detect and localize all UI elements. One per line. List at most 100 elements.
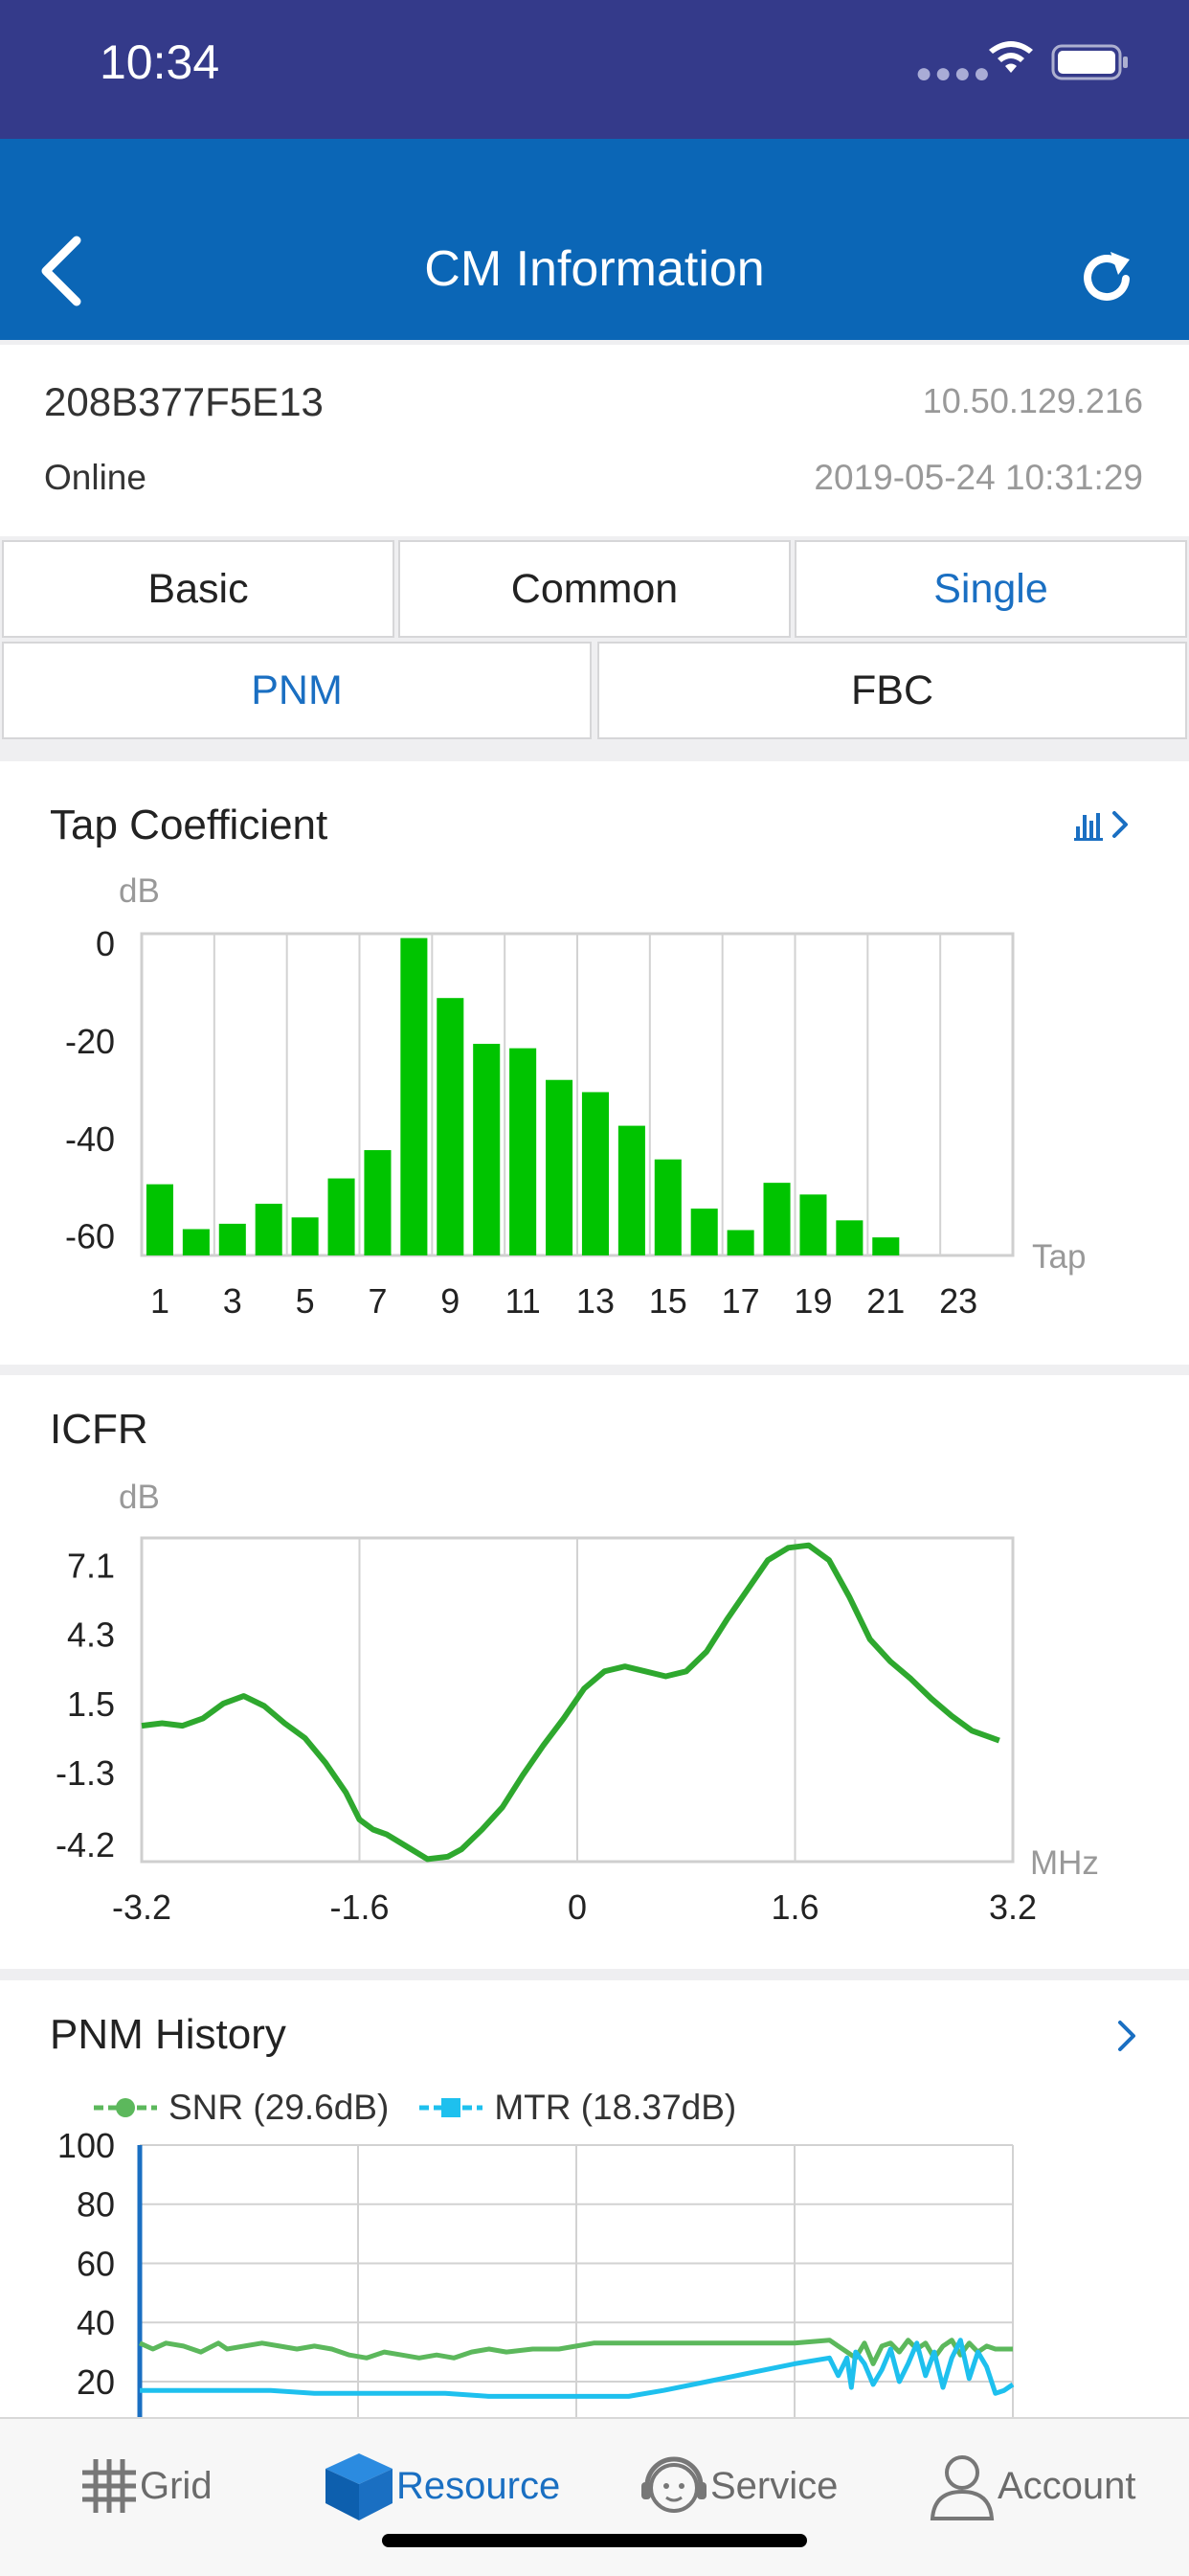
user-icon — [930, 2455, 995, 2520]
tap-x-tick-label: 21 — [866, 1281, 905, 1321]
cm-info-card: 208B377F5E13 10.50.129.216 Online 2019-0… — [0, 345, 1189, 536]
tap-x-tick-label: 7 — [368, 1281, 387, 1321]
pnm-y-tick-label: 40 — [77, 2303, 115, 2342]
tap-bar — [799, 1194, 827, 1255]
icfr-x-tick-label: 3.2 — [989, 1887, 1037, 1927]
back-icon[interactable] — [34, 233, 92, 309]
battery-icon — [1051, 44, 1128, 80]
grid-icon — [82, 2459, 136, 2513]
icfr-y-tick-label: -4.2 — [56, 1825, 115, 1864]
cm-status: Online — [44, 458, 146, 497]
icfr-y-tick-label: -1.3 — [56, 1753, 115, 1793]
status-time: 10:34 — [100, 35, 220, 89]
pnm-history-card: PNM History SNR (29.6dB) MTR (18.37dB) 1… — [0, 1980, 1189, 2421]
tap-x-tick-label: 19 — [794, 1281, 832, 1321]
home-indicator — [382, 2534, 807, 2547]
tap-x-unit: Tap — [1032, 1238, 1087, 1276]
icfr-x-tick-label: 1.6 — [771, 1887, 819, 1927]
tap-bar — [581, 1092, 609, 1255]
tap-bar — [617, 1125, 645, 1255]
tap-bar — [327, 1178, 355, 1255]
tab-common[interactable]: Common — [398, 540, 791, 638]
mtr-legend-label: MTR (18.37dB) — [494, 2088, 737, 2127]
snr-legend-label: SNR (29.6dB) — [168, 2088, 390, 2127]
tap-bar — [473, 1044, 501, 1255]
tap-bar — [546, 1079, 573, 1255]
tap-y-tick-label: -20 — [65, 1022, 115, 1061]
tap-coefficient-title: Tap Coefficient — [50, 802, 328, 848]
page-title: CM Information — [424, 241, 765, 297]
tap-bar — [727, 1230, 754, 1255]
tap-bar — [654, 1159, 682, 1255]
status-bar: 10:34 ●●●● — [0, 0, 1189, 139]
tap-bar — [218, 1223, 246, 1255]
pnm-history-chart: 100 80 60 40 20 — [57, 2126, 1015, 2417]
mtr-series-line — [140, 2338, 1015, 2399]
bottom-tab-account-label: Account — [998, 2464, 1136, 2507]
icfr-y-tick-label: 1.5 — [67, 1684, 115, 1724]
pnm-y-tick-label: 60 — [77, 2244, 115, 2283]
tap-x-tick-label: 5 — [296, 1281, 315, 1321]
tap-bar — [182, 1229, 210, 1255]
tap-bar — [400, 938, 428, 1255]
bottom-tab-service[interactable]: Service — [638, 2448, 838, 2524]
refresh-icon[interactable] — [1076, 246, 1139, 309]
tap-y-unit: dB — [119, 872, 160, 910]
tap-bar — [364, 1150, 392, 1255]
icfr-y-tick-label: 4.3 — [67, 1616, 115, 1655]
cube-icon — [325, 2453, 393, 2520]
tap-bar — [763, 1183, 791, 1255]
tap-bar — [146, 1184, 173, 1255]
tap-bar — [690, 1209, 718, 1255]
pnm-legend: SNR (29.6dB) MTR (18.37dB) — [92, 2088, 736, 2128]
icfr-title: ICFR — [50, 1406, 148, 1453]
bottom-tab-grid-label: Grid — [140, 2464, 213, 2507]
tap-y-tick-label: -40 — [65, 1119, 115, 1159]
bottom-tab-service-label: Service — [710, 2464, 839, 2507]
mtr-legend-marker — [419, 2098, 483, 2117]
tap-x-tick-label: 3 — [223, 1281, 242, 1321]
tap-x-tick-label: 13 — [576, 1281, 615, 1321]
snr-legend-marker — [94, 2098, 157, 2117]
tab-single[interactable]: Single — [795, 540, 1187, 638]
tap-x-tick-label: 17 — [722, 1281, 760, 1321]
bar-chart-icon[interactable] — [1072, 805, 1135, 844]
tap-x-tick-label: 11 — [505, 1281, 540, 1321]
tap-x-tick-label: 1 — [150, 1281, 169, 1321]
bottom-tab-resource[interactable]: Resource — [322, 2448, 560, 2524]
bottom-tab-resource-label: Resource — [396, 2464, 561, 2507]
tap-x-tick-label: 15 — [649, 1281, 687, 1321]
icfr-x-unit: MHz — [1030, 1844, 1099, 1882]
icfr-x-tick-label: -3.2 — [112, 1887, 171, 1927]
tap-bar — [872, 1237, 900, 1255]
bottom-tab-grid[interactable]: Grid — [79, 2448, 213, 2524]
tap-y-tick-label: -60 — [65, 1217, 115, 1256]
icfr-chart: 7.1 4.3 1.5 -1.3 -4.2 -3.2 -1.6 0 1.6 3.2 — [56, 1536, 1037, 1927]
tab-pnm[interactable]: PNM — [2, 642, 592, 739]
tap-bar — [255, 1204, 282, 1255]
icfr-series-line — [141, 1542, 1000, 1863]
tap-coefficient-card: Tap Coefficient dB Tap 0 -20 -40 -60 1 3 5 7 9 11… — [0, 761, 1189, 1365]
tap-bar — [291, 1217, 319, 1255]
pnm-y-tick-label: 80 — [77, 2185, 115, 2225]
icfr-card: ICFR dB MHz 7.1 4.3 1.5 -1.3 -4.2 -3.2 -1.6 0 1.… — [0, 1375, 1189, 1969]
tap-coefficient-chart: 0-20-40-601 3 5 7 9 11 13 15 17 19 21 23 — [65, 924, 1015, 1321]
tap-y-tick-label: 0 — [96, 924, 115, 963]
signal-icon: ●●●● — [915, 57, 993, 89]
tab-fbc[interactable]: FBC — [597, 642, 1187, 739]
tap-bar — [509, 1048, 537, 1255]
tab-basic[interactable]: Basic — [2, 540, 394, 638]
pnm-history-title: PNM History — [50, 2011, 286, 2058]
tap-bar — [437, 998, 464, 1255]
navigation-bar: CM Information — [0, 139, 1189, 340]
icfr-y-unit: dB — [119, 1479, 160, 1516]
headset-icon — [641, 2456, 707, 2513]
tap-x-tick-label: 23 — [939, 1281, 977, 1321]
bottom-tab-bar: Grid Resource Service Account — [0, 2417, 1189, 2576]
chevron-right-icon[interactable] — [1110, 2015, 1145, 2057]
bottom-tab-account[interactable]: Account — [927, 2448, 1136, 2524]
icfr-x-tick-label: -1.6 — [329, 1887, 389, 1927]
icfr-y-tick-label: 7.1 — [67, 1546, 115, 1585]
pnm-y-tick-label: 100 — [57, 2126, 115, 2165]
cm-timestamp: 2019-05-24 10:31:29 — [814, 458, 1143, 497]
